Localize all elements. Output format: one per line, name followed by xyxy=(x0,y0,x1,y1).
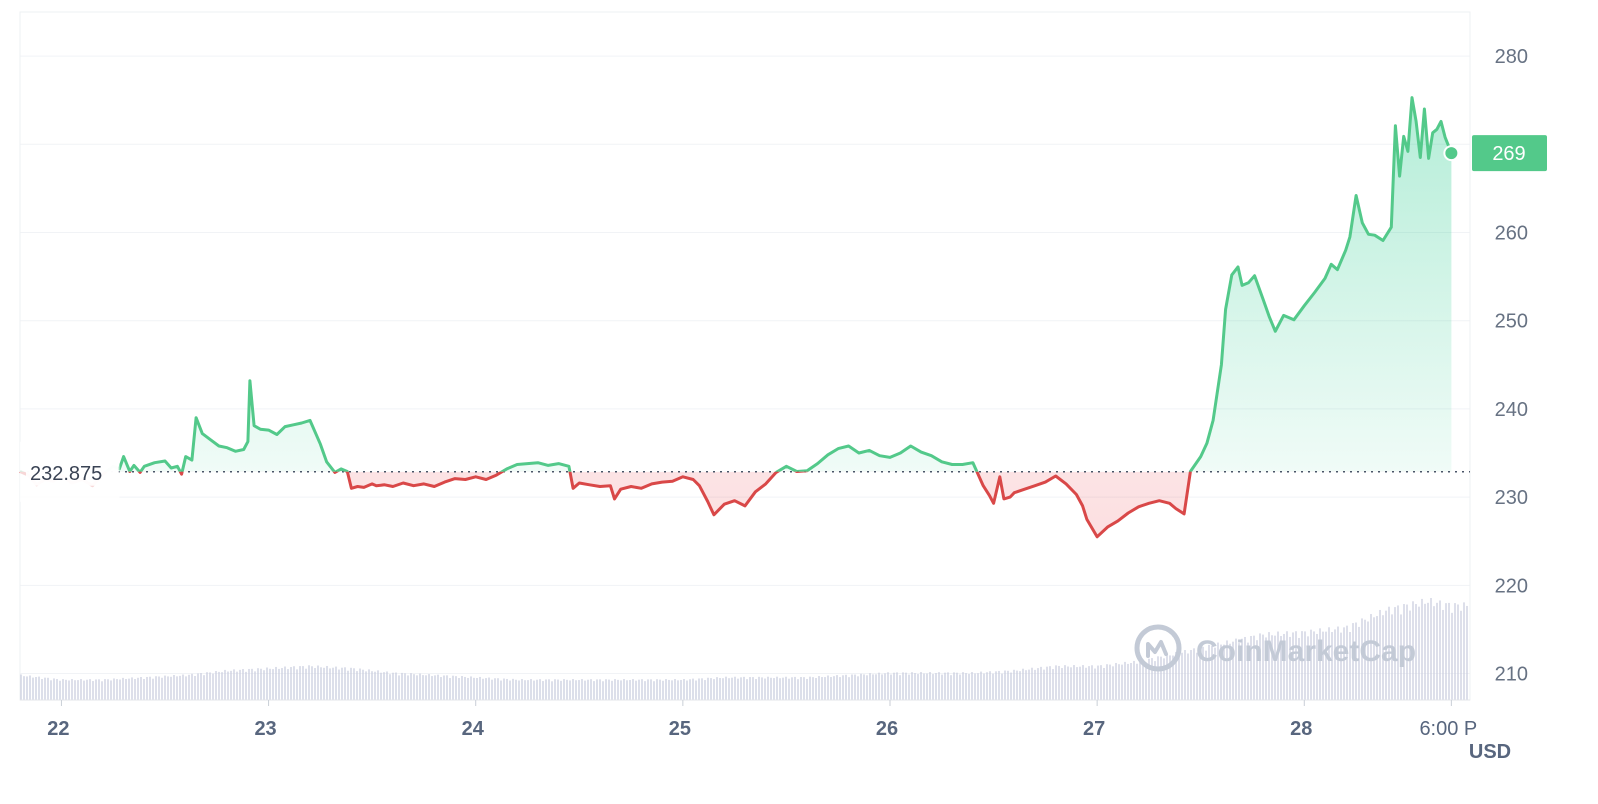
x-tick-label: 6:00 P xyxy=(1419,718,1477,740)
area-fill-up xyxy=(20,97,1452,472)
x-tick-label: 24 xyxy=(462,718,485,740)
reference-price-label: 232.875 xyxy=(30,463,102,485)
x-tick-label: 22 xyxy=(47,718,69,740)
x-tick-label: 28 xyxy=(1290,718,1312,740)
y-tick-label: 210 xyxy=(1495,664,1528,686)
y-tick-label: 260 xyxy=(1495,223,1528,245)
x-axis: 22 23 24 25 26 27 28 6:00 P xyxy=(20,699,1477,740)
x-tick-label: 25 xyxy=(669,718,691,740)
current-price-dot xyxy=(1443,145,1460,162)
area-fill-down xyxy=(20,471,1452,537)
y-axis: 280 260 250 240 230 220 210 xyxy=(1495,46,1528,685)
current-price-label: 269 xyxy=(1492,143,1525,165)
watermark: CoinMarketCap xyxy=(1134,624,1416,672)
y-tick-label: 240 xyxy=(1495,399,1528,421)
price-line-down xyxy=(19,471,1193,539)
x-tick-label: 26 xyxy=(876,718,898,740)
y-tick-label: 230 xyxy=(1495,487,1528,509)
current-price-tag: 269 xyxy=(1472,135,1547,172)
volume-bars xyxy=(20,598,1468,700)
price-line-up xyxy=(19,96,1453,472)
y-tick-label: 220 xyxy=(1495,575,1528,597)
x-tick-label: 27 xyxy=(1083,718,1105,740)
currency-label: USD xyxy=(1469,741,1511,763)
y-tick-label: 280 xyxy=(1495,46,1528,68)
reference-price-tag: 232.875 xyxy=(26,457,118,486)
y-tick-label: 250 xyxy=(1495,311,1528,333)
x-tick-label: 23 xyxy=(254,718,276,740)
coinmarketcap-logo-icon xyxy=(1134,624,1182,672)
watermark-text: CoinMarketCap xyxy=(1196,635,1416,668)
